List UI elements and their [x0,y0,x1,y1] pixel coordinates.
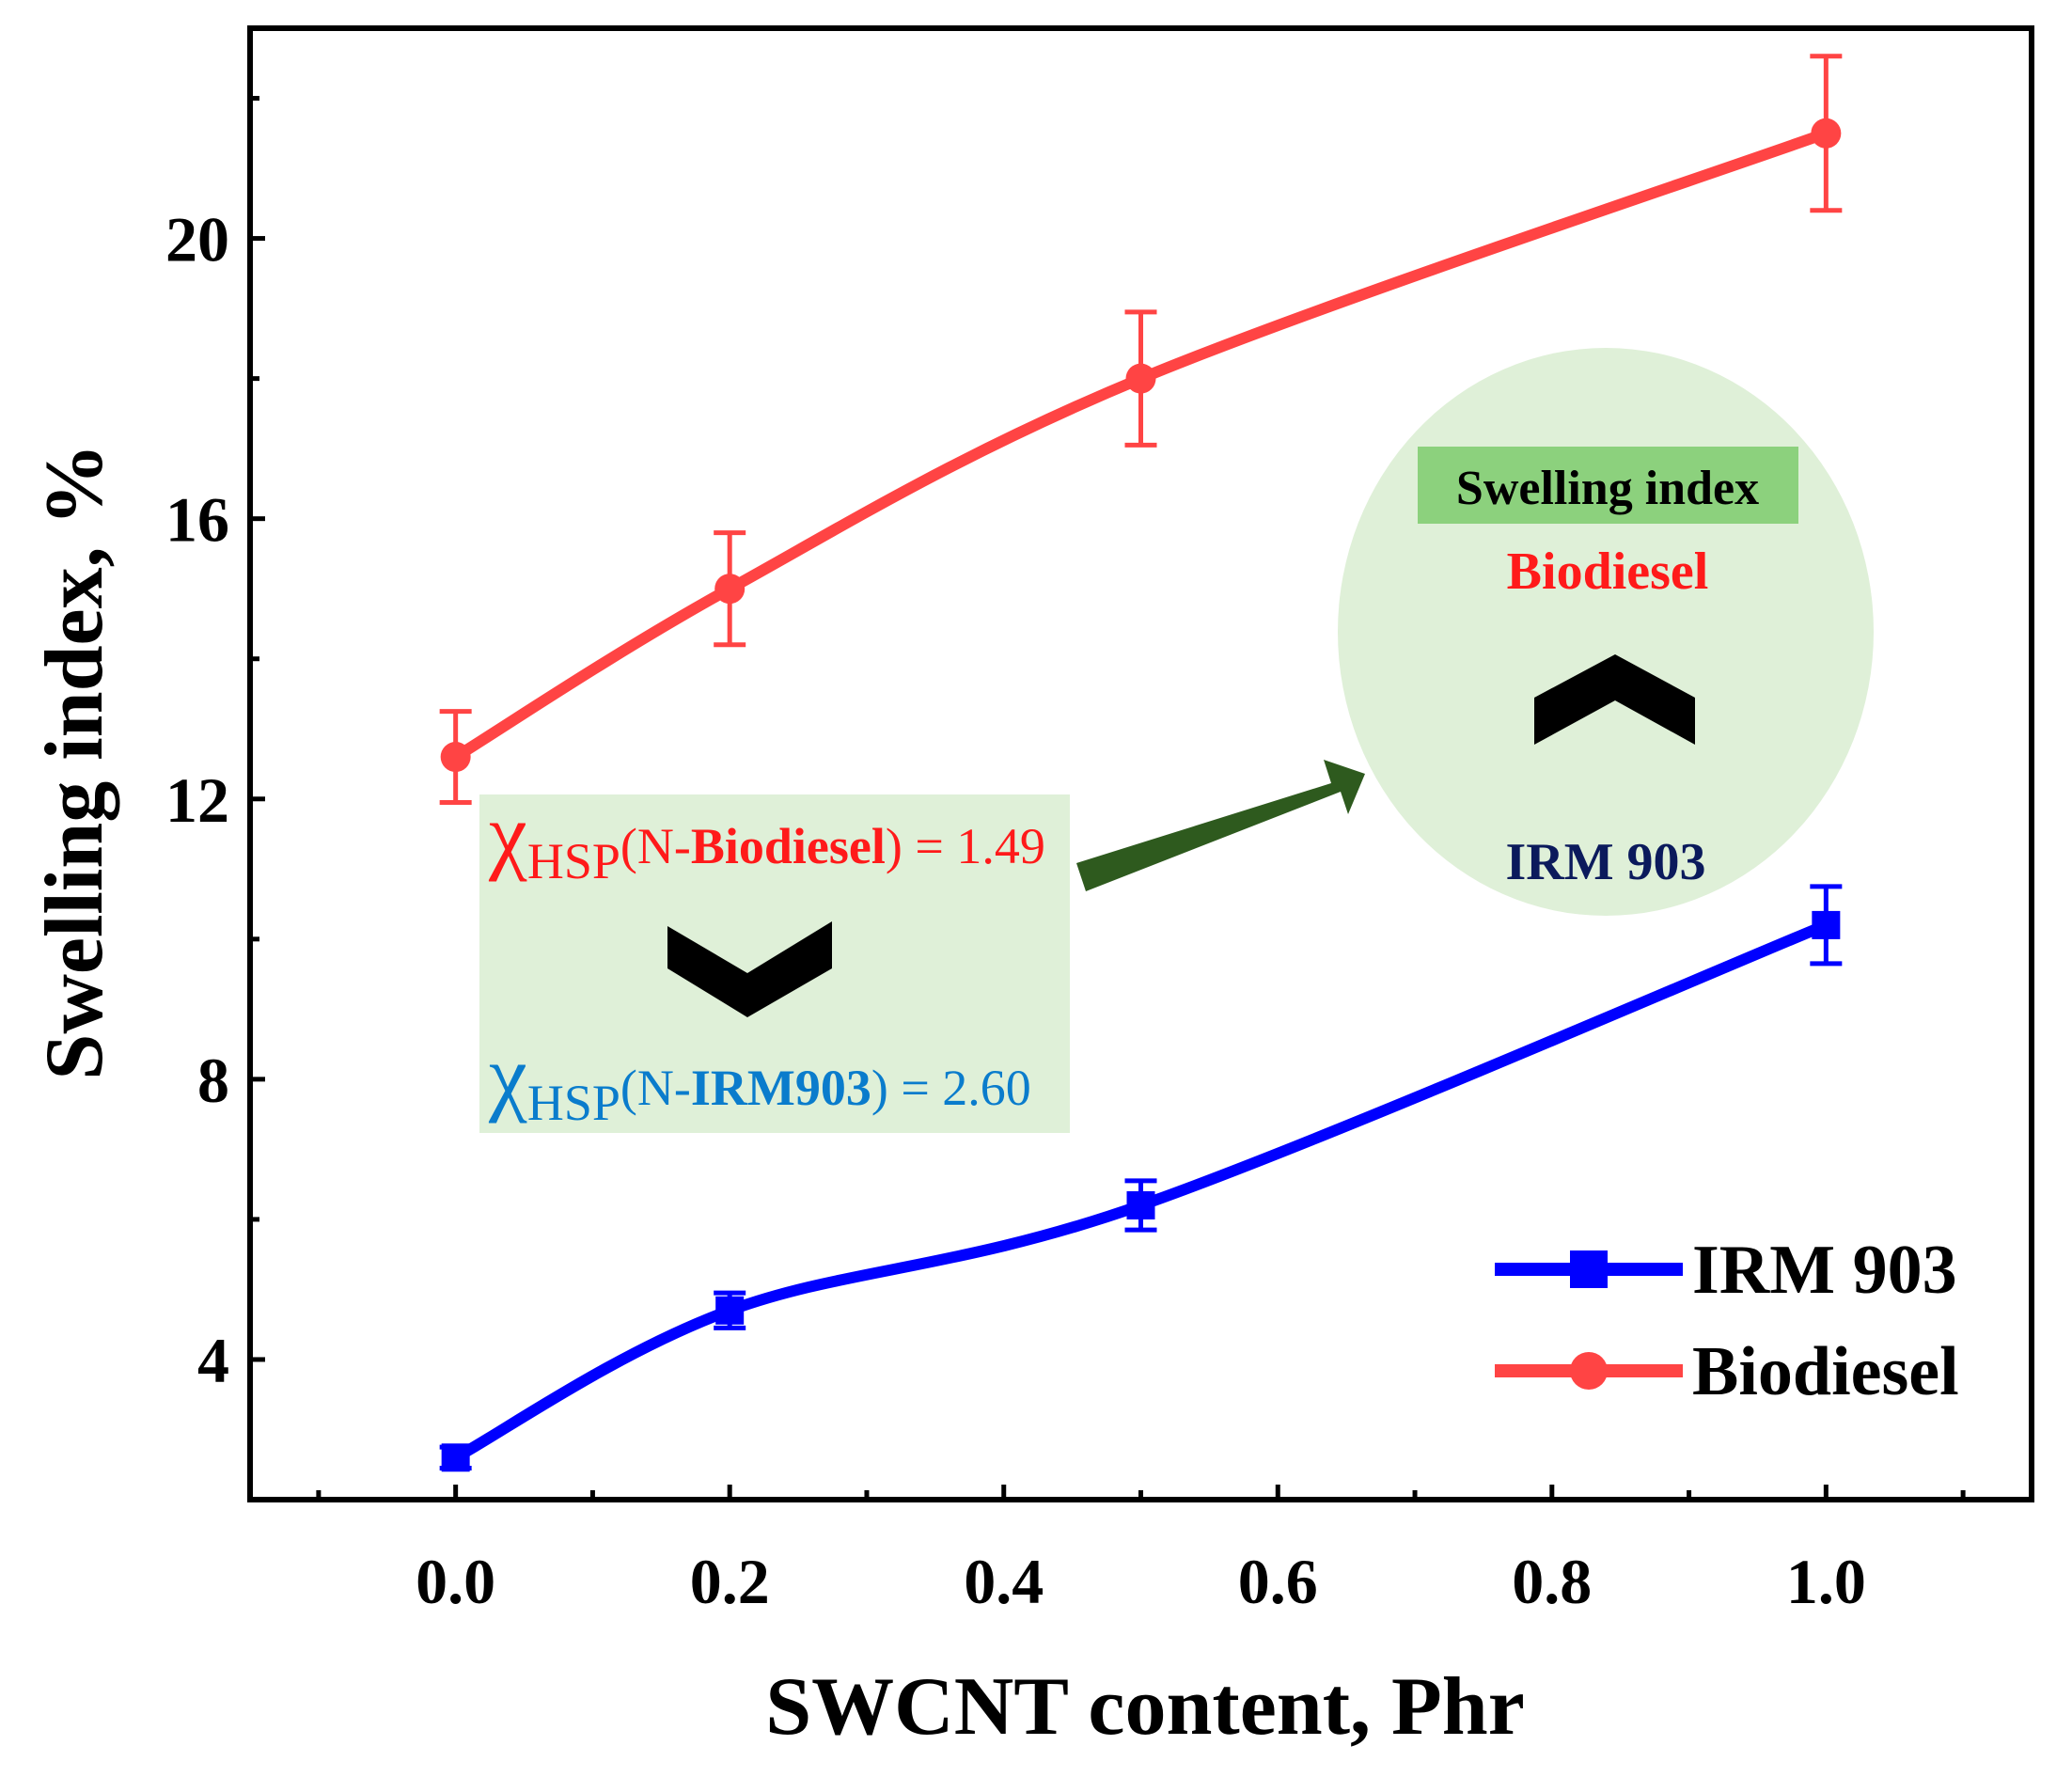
chi-prefix-1: (N- [620,818,691,874]
irm-903-point-0 [441,1443,470,1472]
x-tick-label-5: 1.0 [1786,1546,1866,1617]
circle-header: Swelling index [1456,462,1759,515]
y-tick-label-4: 20 [165,204,229,275]
x-tick-label-1: 0.2 [690,1546,770,1617]
circle-bottom-label: IRM 903 [1505,833,1705,891]
biodiesel-point-0 [440,742,471,773]
circle-top-label: Biodiesel [1507,543,1709,601]
x-tick-label-3: 0.6 [1238,1546,1318,1617]
y-tick-label-2: 12 [165,764,229,836]
biodiesel-line [449,127,1832,763]
x-axis-title: SWCNT content, Phr [765,1661,1525,1753]
y-axis-title: Swelling index, % [29,443,120,1079]
chi-irm903-label: χHSP(N-IRM903) = 2.60 [488,1028,1031,1131]
y-tick-label-0: 4 [197,1325,229,1396]
irm-903-point-1 [715,1296,745,1325]
chi-sub-1: HSP [527,833,620,889]
less-than-chevron [1534,654,1695,745]
x-tick-label-4: 0.8 [1512,1546,1592,1617]
irm-903-point-3 [1812,910,1841,939]
greater-than-chevron [667,921,832,1017]
legend-irm903-marker [1570,1250,1608,1288]
irm-903-point-2 [1126,1191,1155,1219]
legend-biodiesel-marker [1570,1352,1608,1390]
y-tick-label-3: 16 [165,484,229,556]
circle-header-band [1418,447,1798,524]
data-series [439,54,1843,1472]
irm-903-line [449,919,1832,1464]
annotation-arrow [1076,760,1365,891]
chi-suffix-2: ) = 2.60 [871,1060,1031,1116]
biodiesel-point-2 [1125,363,1156,394]
chi-biodiesel-label: χHSP(N-Biodiesel) = 1.49 [488,786,1045,889]
legend-irm903-label: IRM 903 [1692,1232,1957,1309]
chi-bold-2: IRM903 [691,1060,871,1116]
chi-symbol-1: χ [488,786,527,882]
x-tick-label-2: 0.4 [964,1546,1044,1617]
chi-prefix-2: (N- [620,1060,691,1116]
chi-sub-2: HSP [527,1075,620,1131]
biodiesel-point-1 [714,574,746,605]
chi-bold-1: Biodiesel [691,818,886,874]
x-tick-label-0: 0.0 [416,1546,495,1617]
legend: IRM 903 Biodiesel [1495,1232,1959,1410]
comparison-circle [1338,348,1874,916]
y-tick-label-1: 8 [197,1045,229,1116]
axis-ticks: 0.0 0.2 0.4 0.6 0.8 1.0 4 8 12 16 20 [165,96,1966,1617]
chi-suffix-1: ) = 1.49 [886,818,1045,874]
biodiesel-point-3 [1811,118,1842,149]
legend-biodiesel-label: Biodiesel [1692,1333,1959,1410]
chi-symbol-2: χ [488,1028,527,1124]
